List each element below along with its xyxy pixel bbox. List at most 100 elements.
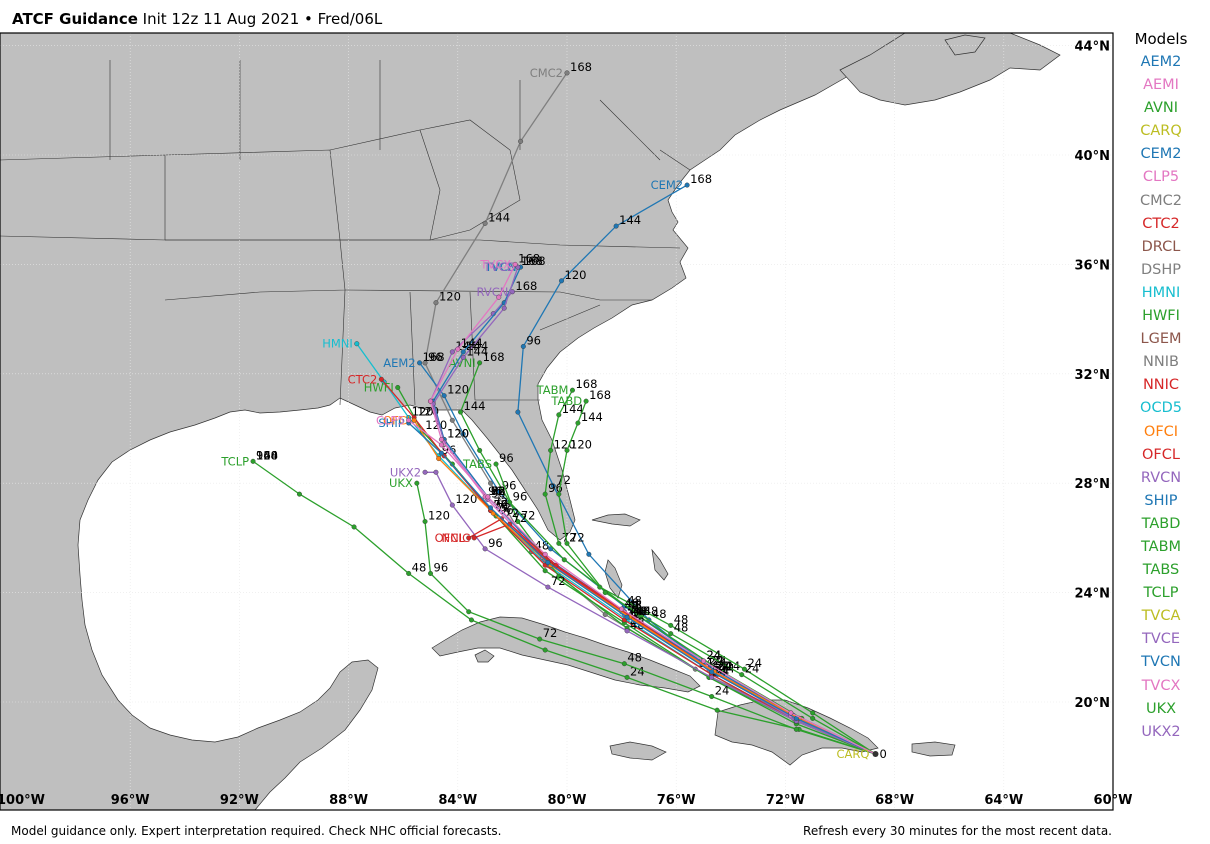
legend-item-ukx2: UKX2 xyxy=(1141,723,1181,740)
track-point xyxy=(561,557,567,563)
track-point xyxy=(668,631,674,637)
lat-tick-label: 36°N xyxy=(1075,258,1110,273)
forecast-hour-label: 72 xyxy=(551,574,566,588)
bahamas-grand xyxy=(591,513,641,527)
track-point xyxy=(709,674,715,680)
forecast-hour-label: 24 xyxy=(717,659,732,673)
track-end-label: AVNI xyxy=(449,356,476,370)
forecast-hour-label: 72 xyxy=(570,530,585,544)
state-border xyxy=(419,119,521,241)
track-point xyxy=(537,636,543,642)
forecast-hour-label: 120 xyxy=(447,426,469,440)
track-end-label: UKX xyxy=(389,476,413,490)
storm-initial-position: CARQ 0 xyxy=(837,747,887,761)
track-point xyxy=(709,669,715,675)
track-point xyxy=(564,540,570,546)
lon-tick-label: 96°W xyxy=(111,793,150,808)
lat-tick-label: 20°N xyxy=(1075,696,1110,711)
track-point xyxy=(496,488,502,494)
track-end-label: CLP5 xyxy=(376,413,405,427)
forecast-hour-label: 120 xyxy=(256,448,278,462)
forecast-hour-label: 24 xyxy=(707,648,722,662)
legend-item-ukx: UKX xyxy=(1145,700,1177,717)
track-point xyxy=(739,672,745,678)
track-point xyxy=(583,398,589,404)
forecast-hour-label: 168 xyxy=(256,448,278,462)
legend-item-ofci: OFCI xyxy=(1143,423,1179,440)
track-point xyxy=(395,384,401,390)
track-point xyxy=(438,450,444,456)
track-line xyxy=(558,400,876,755)
forecast-hour-label: 96 xyxy=(491,484,506,498)
track-point xyxy=(512,261,518,267)
track-point xyxy=(810,710,816,716)
isla-juventud-land xyxy=(474,649,495,663)
forecast-hour-label: 144 xyxy=(464,399,486,413)
forecast-hour-label: 24 xyxy=(745,662,760,676)
track-point xyxy=(556,540,562,546)
track-point xyxy=(485,494,491,500)
forecast-hour-label: 144 xyxy=(461,336,483,350)
legend-item-rvcn: RVCN xyxy=(1140,469,1182,486)
forecast-hour-label: 96 xyxy=(488,536,503,550)
forecast-hour-label: 24 xyxy=(707,648,722,662)
track-end-label: TABS xyxy=(462,457,492,471)
legend-item-cem2: CEM2 xyxy=(1140,146,1182,163)
footer-refresh-note: Refresh every 30 minutes for the most re… xyxy=(803,824,1112,838)
lat-tick-label: 32°N xyxy=(1075,368,1110,383)
forecast-hour-label: 168 xyxy=(518,251,540,265)
forecast-hour-label: 168 xyxy=(575,377,597,391)
track-point xyxy=(556,491,562,497)
forecast-hour-label: 72 xyxy=(543,626,558,640)
track-end-label: TABD xyxy=(550,394,582,408)
track-end-label: TABM xyxy=(536,383,569,397)
track-end-label: UKX2 xyxy=(390,465,421,479)
forecast-hour-label: 120 xyxy=(570,437,592,451)
track-point xyxy=(542,491,548,497)
legend-item-aem2: AEM2 xyxy=(1140,54,1182,70)
track-point xyxy=(542,568,548,574)
track-end-label: SHIP xyxy=(378,416,404,430)
forecast-hour-label: 120 xyxy=(455,492,477,506)
forecast-hour-label: 24 xyxy=(715,684,730,698)
track-point xyxy=(449,502,455,508)
hispaniola-land xyxy=(714,699,879,766)
track-point xyxy=(559,278,565,284)
longitude-labels: 100°W 96°W 92°W 88°W 84°W 80°W 76°W 72°W 68°W 64°… xyxy=(0,793,1132,808)
forecast-hour-label: 168 xyxy=(483,350,505,364)
forecast-hour-label: 96 xyxy=(499,451,514,465)
track-point xyxy=(422,518,428,524)
forecast-hour-label: 144 xyxy=(581,410,603,424)
track-point xyxy=(438,436,444,442)
puerto-rico-land xyxy=(911,741,956,757)
forecast-hour-label: 120 xyxy=(447,383,469,397)
lon-tick-label: 80°W xyxy=(548,793,587,808)
track-tabd: 24 48 72 120 144 168 TABD xyxy=(550,388,876,755)
lon-tick-label: 76°W xyxy=(657,793,696,808)
title-subtitle: Init 12z 11 Aug 2021 • Fred/06L xyxy=(142,10,383,28)
track-point xyxy=(351,524,357,530)
legend-item-tabs: TABS xyxy=(1142,562,1180,579)
forecast-hour-label: 96 xyxy=(491,484,506,498)
forecast-hour-label: 48 xyxy=(627,601,642,615)
lon-tick-label: 88°W xyxy=(329,793,368,808)
forecast-hour-label: 72 xyxy=(491,484,506,498)
forecast-hour-label: 168 xyxy=(690,172,712,186)
track-point xyxy=(569,387,575,393)
carq-label: CARQ xyxy=(837,747,870,761)
track-point xyxy=(709,694,715,700)
legend-item-tvcx: TVCX xyxy=(1141,677,1181,694)
track-point xyxy=(515,518,521,524)
legend-item-dshp: DSHP xyxy=(1140,261,1182,278)
forecast-hour-label: 168 xyxy=(515,279,537,293)
track-clp5: 24 48 72 CLP5 xyxy=(376,413,876,755)
track-end-label: TVCX xyxy=(479,257,511,271)
forecast-hour-label: 120 xyxy=(425,418,447,432)
track-point xyxy=(515,409,521,415)
forecast-hour-label: 144 xyxy=(466,344,488,358)
track-point xyxy=(417,360,423,366)
